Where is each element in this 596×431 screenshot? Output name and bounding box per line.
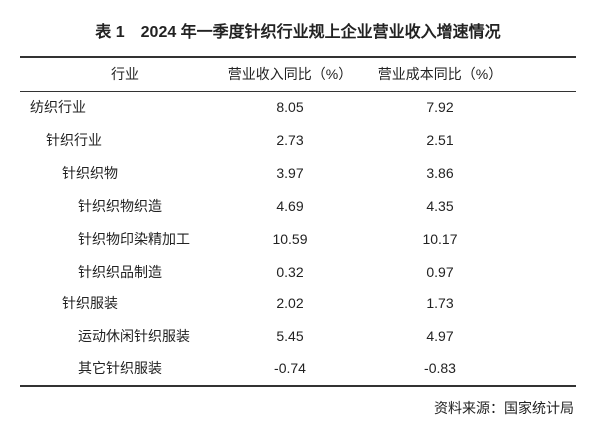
value-cell: 5.45 [276,328,304,344]
value-cell: 0.97 [426,264,454,280]
source-note: 资料来源：国家统计局 [434,400,574,416]
value-cell: 8.05 [276,99,304,115]
value-cell: 4.35 [426,198,454,214]
row-label: 运动休闲针织服装 [78,328,190,344]
value-cell: 10.17 [422,231,458,247]
header-cell: 营业收入同比（%） [227,66,353,82]
row-label: 针织织品制造 [78,264,162,280]
value-cell: 3.86 [426,165,454,181]
value-cell: -0.74 [274,360,306,376]
row-label: 针织织物织造 [78,198,162,214]
value-cell: 7.92 [426,99,454,115]
row-label: 纺织行业 [30,99,86,115]
row-label: 针织织物 [62,165,118,181]
header-cell: 行业 [111,66,139,82]
row-label: 其它针织服装 [78,360,162,376]
header-rule [20,91,576,92]
value-cell: 0.32 [276,264,304,280]
table-title: 表 1 2024 年一季度针织行业规上企业营业收入增速情况 [95,24,501,41]
bottom-border [20,385,576,387]
value-cell: 3.97 [276,165,304,181]
value-cell: 10.59 [272,231,308,247]
row-label: 针织服装 [62,295,118,311]
value-cell: 1.73 [426,295,454,311]
top-border [20,56,576,58]
value-cell: -0.83 [424,360,456,376]
value-cell: 2.51 [426,132,454,148]
value-cell: 4.69 [276,198,304,214]
row-label: 针织行业 [46,132,102,148]
header-cell: 营业成本同比（%） [377,66,503,82]
value-cell: 4.97 [426,328,454,344]
value-cell: 2.02 [276,295,304,311]
value-cell: 2.73 [276,132,304,148]
row-label: 针织物印染精加工 [78,231,190,247]
